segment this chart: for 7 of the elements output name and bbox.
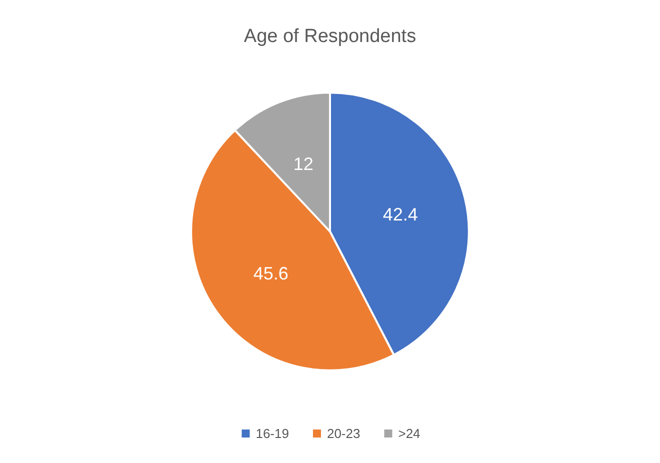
legend-label: >24 [398,426,420,441]
data-label: 12 [293,154,314,174]
data-label: 45.6 [253,263,288,284]
data-label: 42.4 [382,204,418,224]
legend-label: 16-19 [256,426,289,441]
chart-title: Age of Respondents [244,26,416,47]
legend-label: 20-23 [326,426,360,441]
